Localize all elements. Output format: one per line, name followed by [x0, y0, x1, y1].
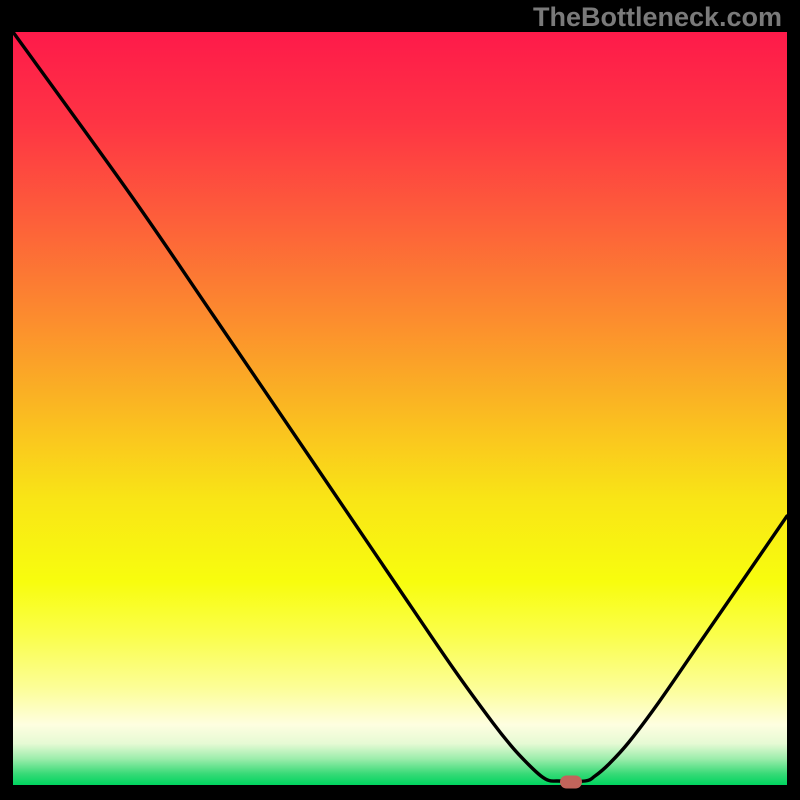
- chart-container: TheBottleneck.com: [0, 0, 800, 800]
- gradient-background: [13, 32, 787, 785]
- optimal-marker: [560, 776, 582, 789]
- watermark-text: TheBottleneck.com: [533, 2, 782, 33]
- plot-area: [13, 32, 787, 785]
